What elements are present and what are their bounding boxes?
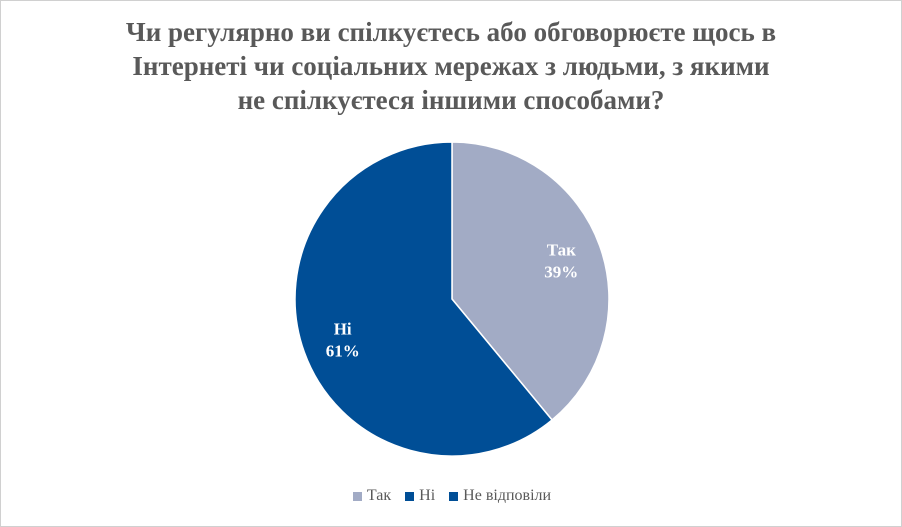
legend-item-ni: Ні	[405, 487, 435, 505]
chart-title-line-3: не спілкуєтеся іншими способами?	[237, 85, 665, 115]
pie-slice-ni	[294, 141, 554, 457]
pie-slice-tak	[451, 141, 610, 422]
legend-label-ne-vidpovily: Не відповіли	[463, 487, 552, 504]
data-label-value-ni: 61%	[326, 341, 360, 360]
legend-item-tak: Так	[352, 487, 392, 505]
data-label-name-tak: Так	[547, 241, 576, 260]
chart-title-line-1: Чи регулярно ви спілкуєтесь або обговорю…	[125, 17, 777, 47]
legend-swatch-ne-vidpovily	[449, 491, 459, 501]
data-label-ni: Ні 61%	[326, 319, 360, 360]
data-label-value-tak: 39%	[544, 263, 578, 282]
legend-label-tak: Так	[366, 487, 392, 504]
legend-swatch-ni	[405, 491, 415, 501]
data-label-tak: Так 39%	[544, 241, 578, 282]
chart-legend: Так Ні Не відповіли	[1, 487, 902, 505]
legend-swatch-tak	[352, 491, 362, 501]
legend-item-ne-vidpovily: Не відповіли	[449, 487, 551, 505]
chart-title-line-2: Інтернеті чи соціальних мережах з людьми…	[132, 51, 770, 81]
chart-title: Чи регулярно ви спілкуєтесь або обговорю…	[41, 15, 861, 117]
data-label-name-ni: Ні	[334, 319, 352, 338]
legend-label-ni: Ні	[419, 487, 436, 504]
